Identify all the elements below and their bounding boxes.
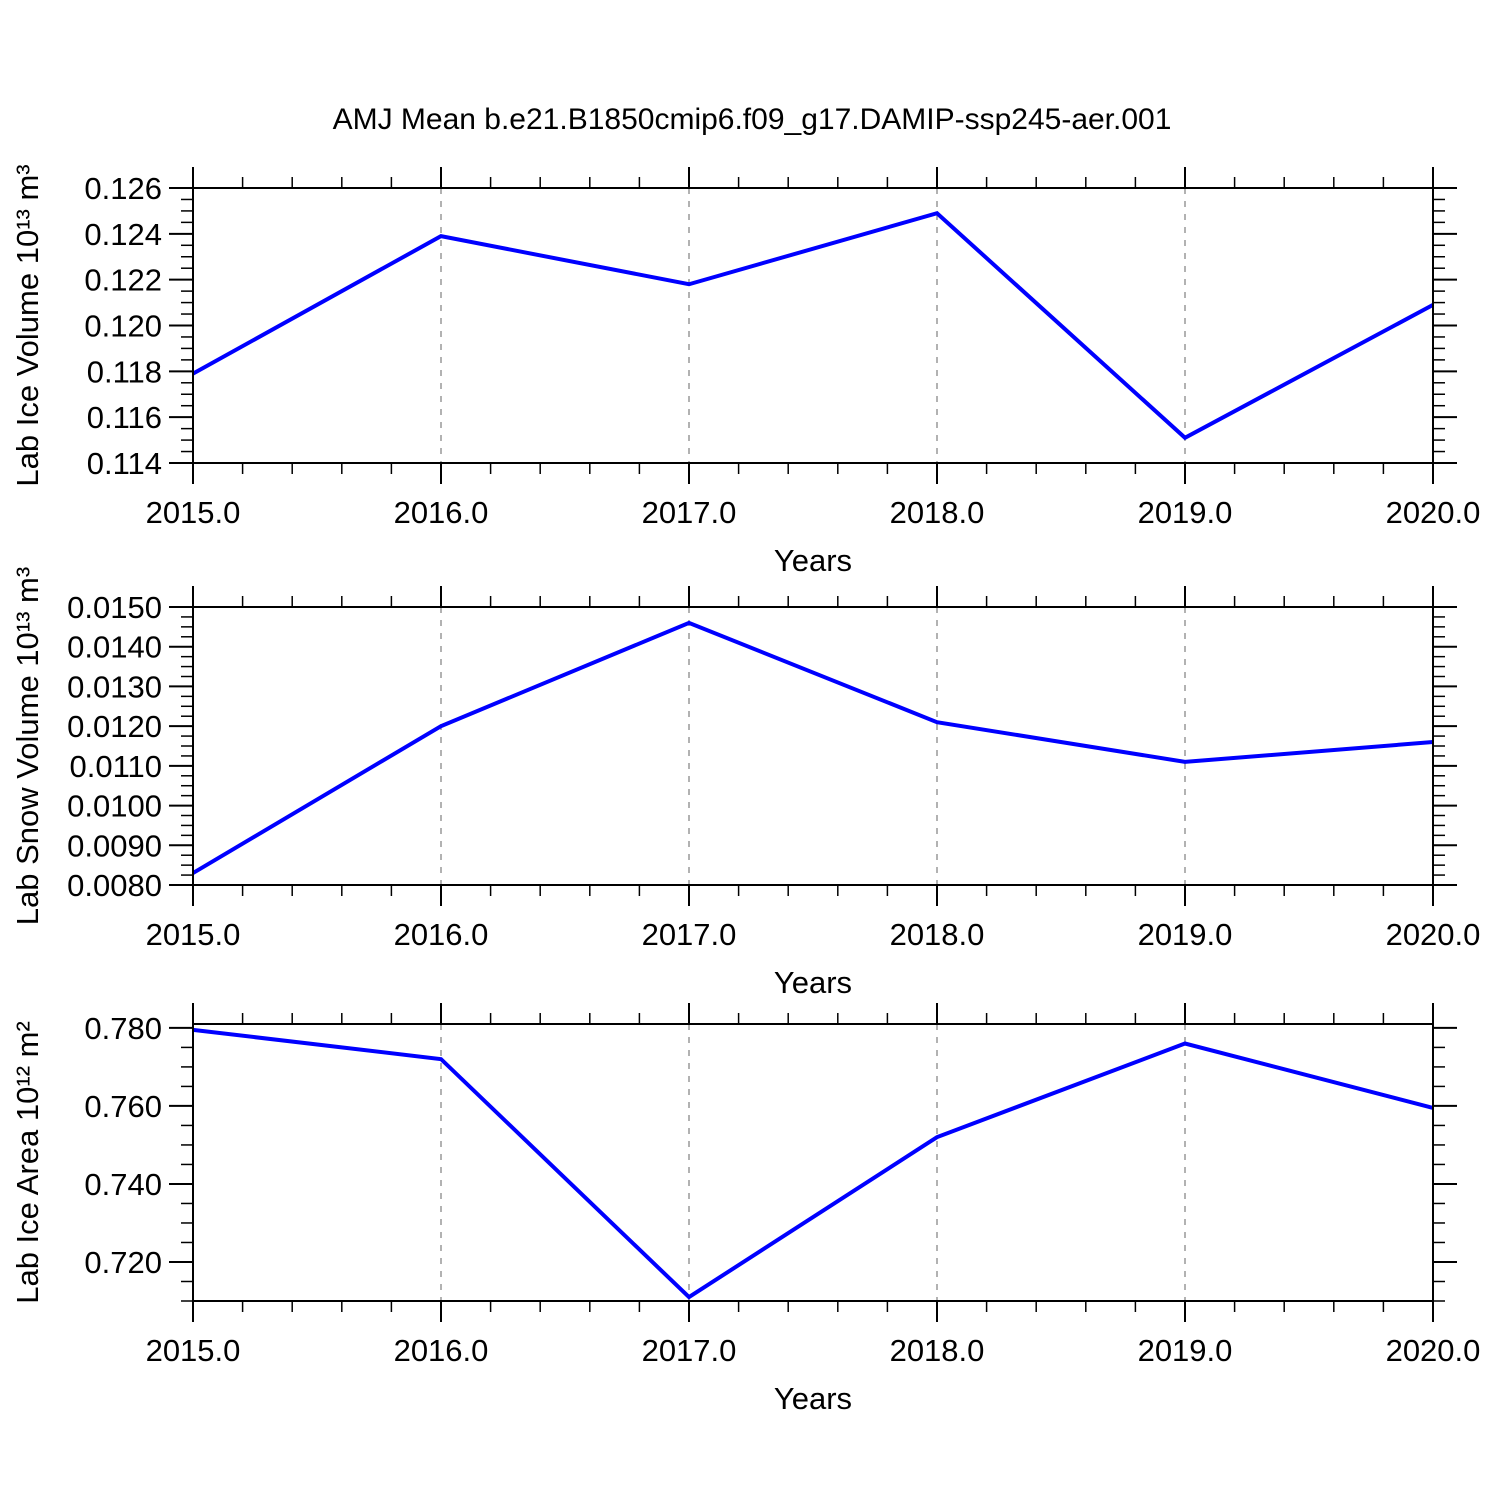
panel-2: 2015.0 2016.0 2017.0 2018.0 2019.0 2020.0 0.00… (10, 567, 1480, 1000)
y-tick-label: 0.0120 (67, 709, 162, 744)
y-tick-label: 0.0100 (67, 789, 162, 824)
y-tick-label: 0.0090 (67, 828, 162, 863)
y-tick-label: 0.118 (87, 354, 162, 389)
x-axis-label: Years (774, 1381, 852, 1416)
x-tick-label: 2017.0 (642, 1333, 737, 1368)
y-tick-label: 0.760 (84, 1089, 162, 1124)
plot-frame (192, 187, 1434, 464)
y-tick-label: 0.720 (84, 1245, 162, 1280)
x-tick-label: 2019.0 (1138, 495, 1233, 530)
x-tick-label: 2020.0 (1386, 1333, 1481, 1368)
x-tick-label: 2018.0 (890, 917, 985, 952)
x-tick-label: 2016.0 (394, 917, 489, 952)
x-tick-label: 2015.0 (146, 495, 241, 530)
y-tick-label: 0.0140 (67, 630, 162, 665)
x-tick-label: 2016.0 (394, 495, 489, 530)
page-title: AMJ Mean b.e21.B1850cmip6.f09_g17.DAMIP-… (333, 103, 1172, 136)
x-tick-label: 2020.0 (1386, 917, 1481, 952)
y-tick-label: 0.114 (87, 446, 162, 481)
chart-panels: 2015.0 2016.0 2017.0 2018.0 2019.0 2020.0 0.11… (10, 164, 1480, 1416)
data-line-lab-snow-volume (191, 620, 1434, 875)
y-tick-label: 0.0130 (67, 669, 162, 704)
y-axis-label: Lab Snow Volume 10¹³ m³ (10, 567, 45, 925)
y-tick-label: 0.0080 (67, 868, 162, 903)
y-tick-label: 0.126 (84, 171, 162, 206)
y-tick-label: 0.116 (87, 400, 162, 435)
x-tick-label: 2015.0 (146, 1333, 241, 1368)
x-tick-label: 2019.0 (1138, 917, 1233, 952)
y-tick-label: 0.740 (84, 1167, 162, 1202)
data-line-lab-ice-area (192, 1027, 1434, 1300)
x-tick-label: 2018.0 (890, 495, 985, 530)
x-tick-label: 2019.0 (1138, 1333, 1233, 1368)
y-axis-label: Lab Ice Volume 10¹³ m³ (10, 164, 45, 486)
plot-frame (192, 1023, 1434, 1302)
x-axis-label: Years (774, 543, 852, 578)
data-line-lab-ice-volume (192, 210, 1434, 441)
y-tick-label: 0.780 (84, 1011, 162, 1046)
panel-3: 2015.0 2016.0 2017.0 2018.0 2019.0 2020.0 0.72… (10, 1003, 1480, 1416)
x-tick-label: 2020.0 (1386, 495, 1481, 530)
x-axis-label: Years (774, 965, 852, 1000)
x-tick-label: 2015.0 (146, 917, 241, 952)
y-tick-label: 0.0110 (69, 749, 162, 784)
panel-1: 2015.0 2016.0 2017.0 2018.0 2019.0 2020.0 0.11… (10, 164, 1480, 578)
y-tick-label: 0.124 (84, 217, 162, 252)
x-tick-label: 2017.0 (642, 495, 737, 530)
y-axis-label: Lab Ice Area 10¹² m² (10, 1021, 45, 1304)
y-tick-label: 0.122 (84, 263, 162, 298)
y-tick-label: 0.120 (84, 309, 162, 344)
x-tick-label: 2017.0 (642, 917, 737, 952)
x-tick-label: 2018.0 (890, 1333, 985, 1368)
y-tick-label: 0.0150 (67, 590, 162, 625)
plot-frame (192, 606, 1434, 886)
x-tick-label: 2016.0 (394, 1333, 489, 1368)
